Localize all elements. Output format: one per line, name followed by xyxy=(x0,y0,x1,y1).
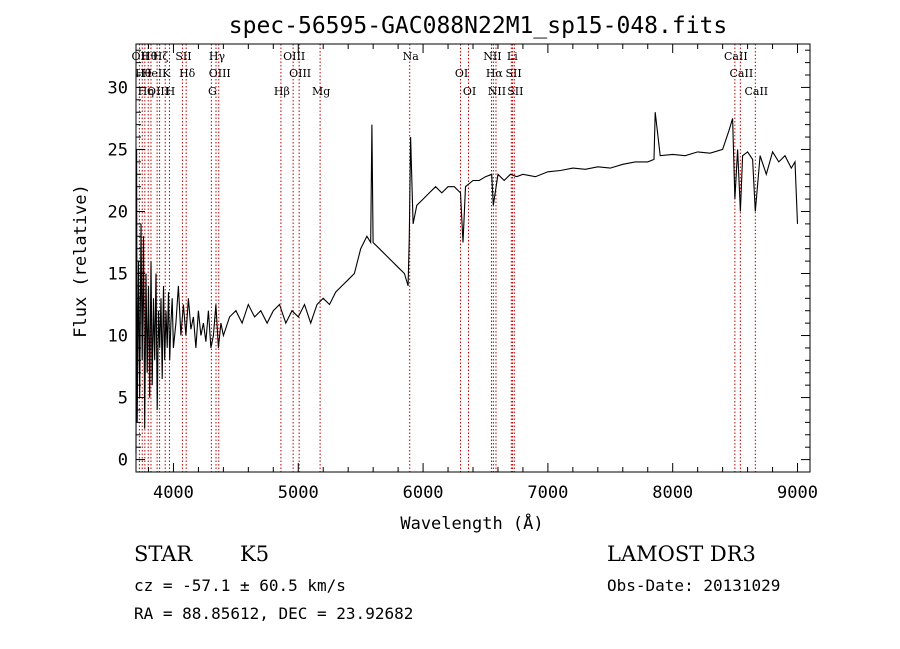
spectral-subclass: K5 xyxy=(240,542,269,566)
spectral-line-label: Hη xyxy=(138,85,154,98)
chart-title: spec-56595-GAC088N22M1_sp15-048.fits xyxy=(229,13,728,39)
object-class: STAR xyxy=(134,542,193,566)
spectral-line-label: Hβ xyxy=(274,85,290,98)
spectral-line-label: Hγ xyxy=(209,50,226,63)
x-tick-label: 8000 xyxy=(652,483,693,503)
spectral-line-label: NII xyxy=(483,50,501,63)
x-tick-label: 5000 xyxy=(278,483,319,503)
spectral-line-label: Hα xyxy=(486,67,504,80)
spectral-line-label: Hθ xyxy=(135,67,152,80)
spectral-line-label: CaII xyxy=(724,50,748,63)
spectral-line-label: SII xyxy=(175,50,191,63)
y-tick-label: 0 xyxy=(118,451,128,471)
spectrum-plot xyxy=(135,112,799,454)
spectral-line-label: CaII xyxy=(744,85,768,98)
spectral-line-label: OI xyxy=(455,67,468,80)
spectral-line-labels: OIIHθHηHθHeIOIIIHζKHSIIHδGHγOIIIHβOIIIOI… xyxy=(132,50,769,98)
spectral-line-label: NII xyxy=(488,85,506,98)
spectral-line-label: OIII xyxy=(209,67,231,80)
spectral-line-markers xyxy=(138,44,756,472)
spectral-line-label: H xyxy=(166,85,176,98)
survey-name: LAMOST DR3 xyxy=(607,542,756,566)
y-tick-label: 20 xyxy=(108,202,128,222)
x-axis-label: Wavelength (Å) xyxy=(400,512,543,534)
plot-frame xyxy=(135,43,811,473)
spectral-line-label: CaII xyxy=(730,67,754,80)
x-tick-label: 4000 xyxy=(153,483,194,503)
footer-info: STAR K5 cz = -57.1 ± 60.5 km/s RA = 88.8… xyxy=(134,542,780,623)
coordinates-info: RA = 88.85612, DEC = 23.92682 xyxy=(134,604,413,623)
y-tick-label: 5 xyxy=(118,389,128,409)
spectral-line-label: Li xyxy=(507,50,518,63)
spectral-line-label: Na xyxy=(403,50,420,63)
spectral-line-label: SII xyxy=(507,85,523,98)
spectral-line-label: OIII xyxy=(147,85,169,98)
observation-date: Obs-Date: 20131029 xyxy=(607,576,780,595)
x-tick-label: 9000 xyxy=(777,483,818,503)
spectral-line-label: OIII xyxy=(283,50,305,63)
redshift-info: cz = -57.1 ± 60.5 km/s xyxy=(134,576,346,595)
y-axis-label: Flux (relative) xyxy=(71,184,91,338)
y-tick-label: 30 xyxy=(108,78,128,98)
y-tick-label: 25 xyxy=(108,140,128,160)
x-tick-label: 6000 xyxy=(403,483,444,503)
y-tick-label: 15 xyxy=(108,265,128,285)
y-tick-label: 10 xyxy=(108,327,128,347)
x-tick-label: 7000 xyxy=(527,483,568,503)
spectral-line-label: Hθ xyxy=(141,50,158,63)
spectrum-line xyxy=(135,112,799,454)
spectral-line-label: HeI xyxy=(142,67,162,80)
spectral-line-label: OIII xyxy=(289,67,311,80)
spectral-line-label: Mg xyxy=(312,85,330,98)
spectral-line-label: Hζ xyxy=(153,50,169,63)
plot-axes: 4000 5000 6000 7000 8000 9000 0 5 10 15 20 25 30 xyxy=(108,43,818,503)
spectral-line-label: SII xyxy=(505,67,521,80)
spectral-line-label: OI xyxy=(463,85,476,98)
spectral-line-label: G xyxy=(208,85,217,98)
spectral-line-label: Hδ xyxy=(179,67,196,80)
spectral-line-label: K xyxy=(162,67,171,80)
